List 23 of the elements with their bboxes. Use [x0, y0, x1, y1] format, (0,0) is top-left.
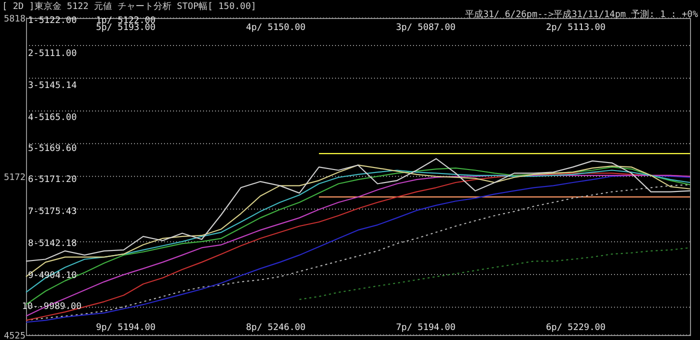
annotation: 8p/ 5246.00: [246, 323, 306, 333]
annotation: 4p/ 5150.00: [246, 23, 306, 33]
y-tick-label: 4525: [4, 332, 26, 340]
annotation: 6-5171.20: [28, 175, 77, 185]
annotation: 5-5169.60: [28, 144, 77, 154]
annotation: 3-5145.14: [28, 81, 77, 91]
chart-subtitle: 平成31/ 6/26pm-->平成31/11/14pm 予測: 1 : +0%: [465, 9, 699, 20]
annotation: 1-5122.00: [28, 16, 77, 26]
line-series: [25, 164, 691, 278]
y-tick-label: 5172: [4, 172, 26, 183]
y-tick-label: 5818: [4, 14, 26, 24]
annotation: 8-5142.18: [28, 239, 77, 249]
annotation: 4-5165.00: [28, 113, 77, 123]
annotation: 3p/ 5087.00: [396, 23, 456, 33]
annotation: 5p/ 5193.00: [96, 23, 156, 33]
annotation: 9p/ 5194.00: [96, 323, 156, 333]
annotation: 7-5175.43: [28, 207, 77, 217]
annotation: 7p/ 5194.00: [396, 323, 456, 333]
annotation: 2-5111.00: [28, 49, 77, 59]
chart-title: [ 2D ]東京金 5122 元値 チャート分析 STOP幅[ 150.00]: [2, 1, 256, 12]
annotation: 6p/ 5229.00: [546, 323, 606, 333]
line-series: [25, 158, 691, 262]
annotation: 2p/ 5113.00: [546, 23, 606, 33]
